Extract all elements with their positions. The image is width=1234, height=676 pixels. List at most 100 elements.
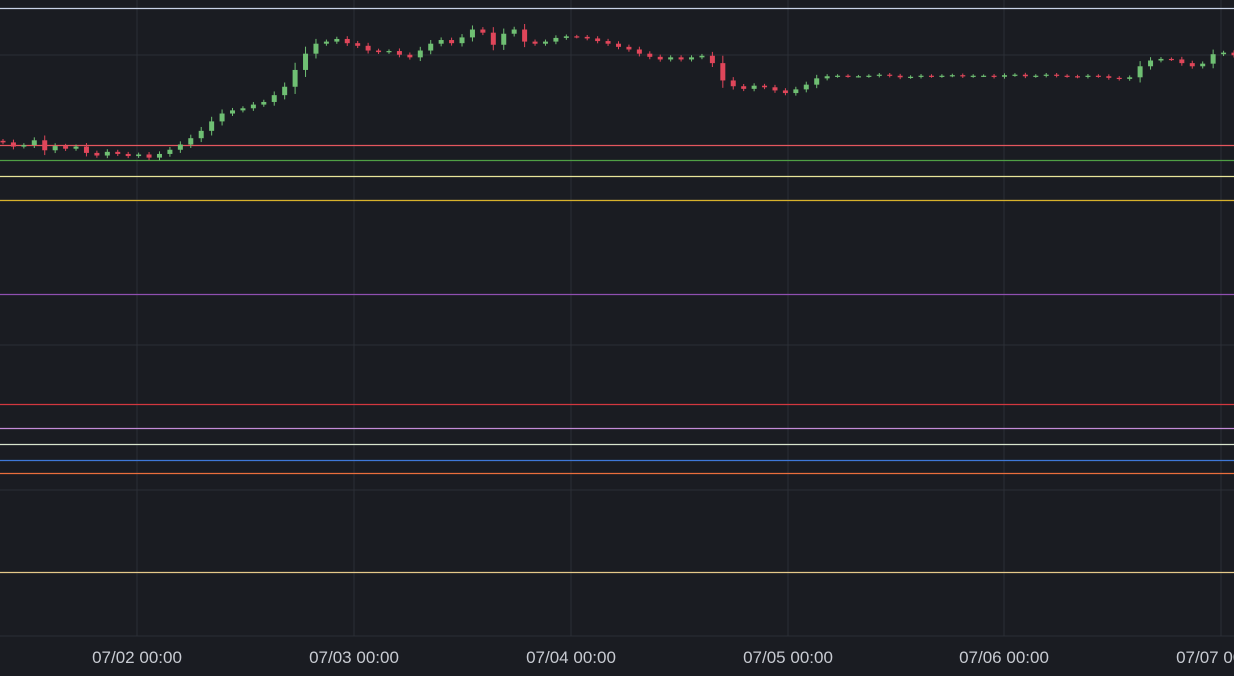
candle-body [595, 38, 601, 42]
candle-105 [1095, 74, 1101, 78]
candle-body [1189, 63, 1195, 67]
candle-body [636, 49, 642, 54]
candle-83 [866, 74, 872, 78]
candle-body [751, 85, 757, 89]
candle-2 [21, 143, 27, 149]
candle-92 [960, 73, 966, 78]
candle-7 [73, 144, 79, 151]
candle-body [1001, 75, 1007, 77]
candle-94 [981, 74, 987, 78]
x-tick-label-0: 07/02 00:00 [92, 648, 182, 667]
candle-41 [428, 39, 434, 55]
candle-body [198, 130, 204, 139]
candle-62 [647, 51, 653, 60]
candle-body [511, 29, 517, 34]
candle-body [10, 142, 16, 147]
candle-body [334, 38, 340, 42]
candle-body [63, 146, 69, 149]
candle-body [866, 75, 872, 77]
candle-body [1033, 75, 1039, 77]
candle-body [1200, 63, 1206, 67]
candle-8 [83, 143, 89, 157]
candle-95 [991, 74, 997, 79]
candle-body [438, 40, 444, 44]
candle-body [1127, 77, 1133, 79]
grid [0, 0, 1234, 637]
candle-16 [167, 146, 173, 157]
candle-body [21, 145, 27, 147]
candle-11 [115, 149, 121, 156]
candle-body [522, 29, 528, 42]
candle-70 [730, 77, 736, 90]
candle-80 [835, 74, 841, 78]
candle-body [83, 146, 89, 153]
candle-74 [772, 84, 778, 93]
candle-22 [230, 107, 236, 116]
candle-body [605, 41, 611, 44]
x-tick-label-3: 07/05 00:00 [743, 648, 833, 667]
candle-9 [94, 150, 100, 158]
candle-body [824, 76, 830, 79]
candle-body [699, 55, 705, 58]
candle-97 [1012, 73, 1018, 77]
candle-35 [365, 42, 371, 54]
candle-body [417, 50, 423, 58]
candle-21 [219, 109, 225, 126]
candle-body [939, 75, 945, 77]
candle-88 [918, 74, 924, 79]
candle-114 [1189, 60, 1195, 69]
candle-103 [1075, 74, 1081, 79]
candle-body [1221, 52, 1227, 55]
candle-body [1148, 60, 1154, 67]
candle-72 [751, 83, 757, 92]
candle-body [762, 85, 768, 88]
candle-body [908, 76, 914, 78]
candle-body [657, 56, 663, 60]
candle-body [741, 86, 747, 89]
candle-75 [782, 88, 788, 96]
candle-109 [1137, 61, 1143, 83]
candle-37 [386, 49, 392, 54]
candle-27 [282, 82, 288, 100]
candle-body [1064, 75, 1070, 77]
candle-4 [42, 135, 48, 156]
candle-body [480, 29, 486, 33]
candle-48 [501, 28, 507, 50]
candle-67 [699, 53, 705, 60]
candle-73 [762, 83, 768, 90]
candle-79 [824, 74, 830, 81]
candle-body [1210, 54, 1216, 64]
candle-body [1179, 59, 1185, 64]
candle-77 [803, 81, 809, 93]
candle-0 [0, 138, 6, 145]
candles [0, 23, 1234, 161]
candle-3 [31, 137, 37, 148]
candle-108 [1127, 75, 1133, 81]
candle-body [94, 152, 100, 156]
candle-71 [741, 83, 747, 92]
candle-12 [125, 151, 131, 159]
candle-body [1095, 75, 1101, 77]
candle-33 [344, 36, 350, 46]
candle-body [1106, 76, 1112, 78]
candle-36 [376, 48, 382, 54]
candle-body [156, 153, 162, 158]
candle-body [449, 40, 455, 44]
candle-81 [845, 74, 851, 78]
candle-body [563, 36, 569, 38]
candle-body [459, 37, 465, 44]
candle-93 [970, 74, 976, 78]
candle-body [261, 101, 267, 105]
candle-84 [876, 72, 882, 78]
candle-45 [469, 25, 475, 42]
candle-body [136, 154, 142, 157]
candle-body [960, 75, 966, 77]
candle-44 [459, 34, 465, 47]
candle-body [115, 151, 121, 154]
candle-99 [1033, 74, 1039, 78]
candle-body [553, 37, 559, 42]
candle-body [344, 38, 350, 44]
candle-body [970, 75, 976, 77]
candle-body [209, 121, 215, 131]
